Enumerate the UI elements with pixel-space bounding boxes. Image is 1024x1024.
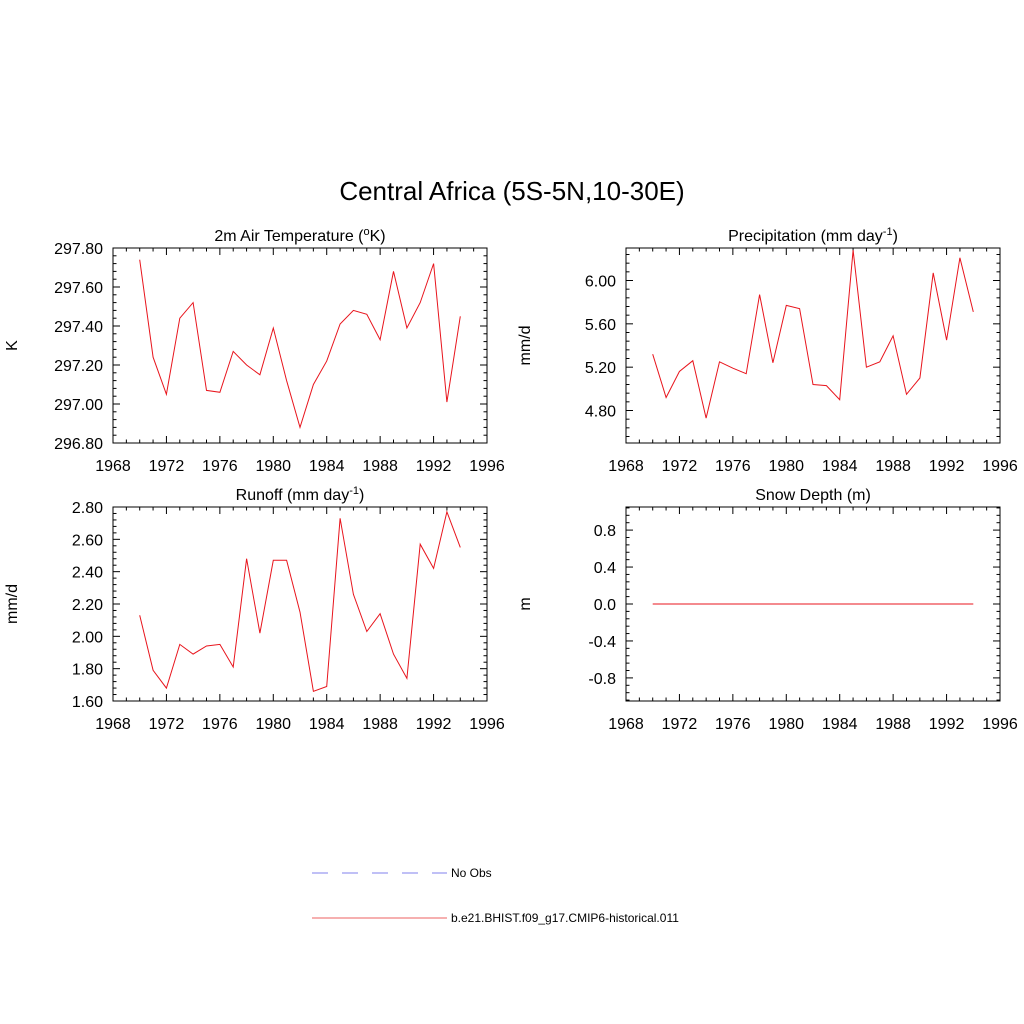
x-tick-label: 1984	[309, 458, 345, 475]
panels: 1968 1972 1976 1980 1984 1988 1992 1996 296.80 29…	[4, 226, 1018, 733]
x-tick-label: 1980	[255, 716, 291, 733]
y-tick-label: -0.8	[588, 671, 616, 688]
x-tick-label: 1984	[822, 716, 858, 733]
x-tick-label: 1992	[416, 458, 452, 475]
y-tick-label: 0.8	[594, 523, 616, 540]
x-tick-label: 1984	[309, 716, 345, 733]
y-tick-label: 2.20	[72, 597, 103, 614]
x-tick-label: 1976	[715, 458, 751, 475]
y-tick-label: 2.80	[72, 500, 103, 517]
legend-label: No Obs	[451, 866, 492, 880]
y-tick-label: 297.20	[54, 358, 103, 375]
panel-title-tail: K)	[370, 228, 386, 245]
x-tick-label: 1976	[202, 458, 238, 475]
x-tick-label: 1988	[875, 716, 911, 733]
x-tick-label: 1988	[362, 716, 398, 733]
x-tick-label: 1996	[982, 458, 1018, 475]
y-axis-label: mm/d	[517, 326, 534, 366]
panel-title-superscript: -1	[883, 226, 893, 238]
y-tick-label: 2.40	[72, 565, 103, 582]
y-tick-label: 297.40	[54, 319, 103, 336]
y-tick-label: 6.00	[585, 274, 616, 291]
x-tick-label: 1992	[929, 458, 965, 475]
y-tick-label: 1.80	[72, 662, 103, 679]
y-tick-label: 297.80	[54, 241, 103, 258]
x-tick-label: 1996	[469, 458, 505, 475]
figure-title: Central Africa (5S-5N,10-30E)	[339, 176, 684, 206]
y-tick-label: 296.80	[54, 436, 103, 453]
x-tick-label: 1976	[715, 716, 751, 733]
plot-frame	[112, 506, 488, 702]
panel-1: 1968 1972 1976 1980 1984 1988 1992 1996 296.80 29…	[4, 226, 505, 475]
legend-entry-2: b.e21.BHIST.f09_g17.CMIP6-historical.011	[312, 911, 679, 925]
panel-title-main: Runoff (mm day	[236, 487, 350, 504]
y-tick-label: -0.4	[588, 634, 616, 651]
x-tick-label: 1972	[662, 458, 698, 475]
panel-title-superscript: -1	[349, 485, 359, 497]
panel-title: Runoff (mm day-1)	[236, 485, 365, 504]
plot-frame	[112, 247, 488, 444]
x-tick-label: 1972	[149, 458, 185, 475]
series-line-model	[652, 250, 974, 419]
y-tick-label: 1.60	[72, 694, 103, 711]
series-line-model	[139, 259, 461, 430]
panel-title-tail: )	[893, 228, 898, 245]
x-tick-label: 1968	[608, 458, 644, 475]
legend-entry-1: No Obs	[312, 866, 492, 880]
x-tick-label: 1972	[149, 716, 185, 733]
panel-title: Precipitation (mm day-1)	[728, 226, 898, 245]
y-tick-label: 5.20	[585, 360, 616, 377]
panel-title: Snow Depth (m)	[755, 487, 871, 504]
x-tick-label: 1988	[362, 458, 398, 475]
panel-2: 1968 1972 1976 1980 1984 1988 1992 1996 4.80 5.20…	[517, 226, 1018, 475]
y-axis-label: K	[4, 340, 21, 351]
y-tick-label: 0.4	[594, 560, 616, 577]
y-tick-label: 0.0	[594, 597, 616, 614]
panel-title-main: 2m Air Temperature (	[214, 228, 364, 245]
x-tick-label: 1968	[95, 716, 131, 733]
panel-title-main: Snow Depth (m)	[755, 487, 871, 504]
x-tick-label: 1984	[822, 458, 858, 475]
x-tick-label: 1996	[982, 716, 1018, 733]
panel-title-main: Precipitation (mm day	[728, 228, 883, 245]
x-tick-label: 1968	[95, 458, 131, 475]
x-tick-label: 1972	[662, 716, 698, 733]
panel-title-superscript: o	[363, 226, 369, 238]
x-tick-label: 1996	[469, 716, 505, 733]
x-tick-label: 1992	[929, 716, 965, 733]
y-tick-label: 2.60	[72, 532, 103, 549]
panel-title: 2m Air Temperature (oK)	[214, 226, 385, 245]
x-tick-label: 1980	[768, 458, 804, 475]
y-axis-label: mm/d	[4, 584, 21, 624]
x-tick-label: 1980	[255, 458, 291, 475]
legend: No Obs b.e21.BHIST.f09_g17.CMIP6-historic…	[312, 866, 679, 925]
legend-label: b.e21.BHIST.f09_g17.CMIP6-historical.011	[451, 911, 679, 925]
x-tick-label: 1968	[608, 716, 644, 733]
x-tick-label: 1988	[875, 458, 911, 475]
y-tick-label: 4.80	[585, 404, 616, 421]
y-tick-label: 2.00	[72, 629, 103, 646]
x-tick-label: 1992	[416, 716, 452, 733]
x-tick-label: 1976	[202, 716, 238, 733]
y-tick-label: 297.00	[54, 397, 103, 414]
plot-frame	[625, 247, 1001, 444]
panel-4: 1968 1972 1976 1980 1984 1988 1992 1996 -0.8 -0.4…	[517, 487, 1018, 733]
panel-title-tail: )	[359, 487, 364, 504]
y-axis-label: m	[517, 597, 534, 610]
series-line-model	[139, 510, 461, 692]
x-tick-label: 1980	[768, 716, 804, 733]
y-tick-label: 5.60	[585, 317, 616, 334]
y-tick-label: 297.60	[54, 280, 103, 297]
panel-3: 1968 1972 1976 1980 1984 1988 1992 1996 1.60 1.80…	[4, 485, 505, 733]
